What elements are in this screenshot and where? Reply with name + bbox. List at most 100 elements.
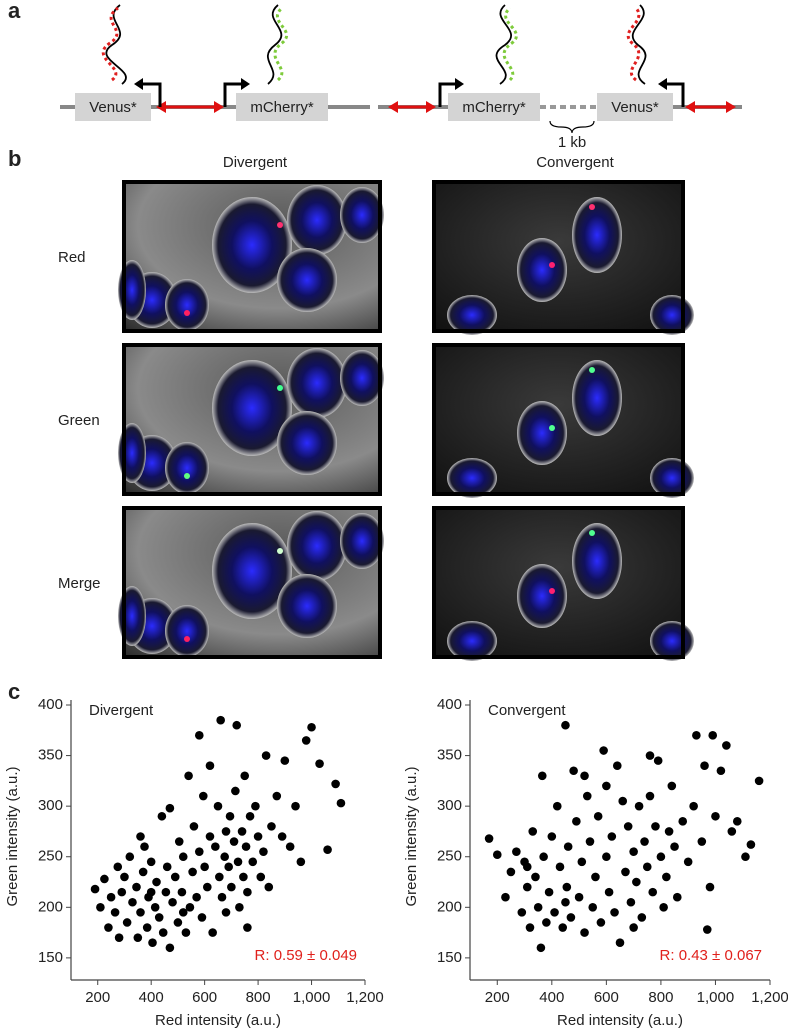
point xyxy=(670,842,679,851)
point xyxy=(221,827,231,836)
x-tick-label: 400 xyxy=(539,989,564,1006)
point xyxy=(120,872,129,882)
point xyxy=(243,887,252,897)
point xyxy=(562,882,572,892)
point xyxy=(659,903,668,912)
point xyxy=(203,882,212,892)
gene-label: Venus* xyxy=(611,99,659,116)
point xyxy=(217,892,227,902)
micrograph xyxy=(432,180,694,335)
point xyxy=(585,837,595,846)
point xyxy=(114,933,124,942)
point xyxy=(552,801,562,811)
point xyxy=(618,796,628,806)
point xyxy=(177,887,187,897)
cell xyxy=(517,238,567,302)
cell xyxy=(165,605,209,657)
point xyxy=(231,786,240,796)
point xyxy=(158,928,168,937)
point xyxy=(637,913,647,922)
point xyxy=(307,722,316,732)
point xyxy=(106,892,116,902)
micrographs xyxy=(118,180,694,661)
spot xyxy=(277,222,283,228)
spot xyxy=(589,530,595,536)
cell xyxy=(340,513,384,569)
point xyxy=(232,720,242,730)
point xyxy=(188,867,197,877)
point xyxy=(181,928,191,937)
y-tick-label: 300 xyxy=(437,797,462,814)
point xyxy=(227,882,236,892)
point xyxy=(184,771,193,781)
row-label: Red xyxy=(58,249,86,266)
point xyxy=(277,832,287,841)
point xyxy=(632,877,641,887)
spot xyxy=(589,367,595,373)
point xyxy=(253,832,263,841)
point xyxy=(148,938,157,948)
point xyxy=(110,908,120,917)
point xyxy=(651,822,660,831)
point xyxy=(267,822,276,831)
point xyxy=(146,857,156,867)
point xyxy=(113,862,123,872)
point xyxy=(291,801,300,811)
x-tick-label: 1,000 xyxy=(293,989,331,1006)
point xyxy=(133,933,143,942)
point xyxy=(192,892,201,902)
point xyxy=(173,918,183,927)
point xyxy=(189,822,199,831)
cell xyxy=(340,350,384,406)
x-tick-label: 1,200 xyxy=(346,989,384,1006)
panel-label: b xyxy=(8,146,21,171)
cell xyxy=(340,187,384,243)
point xyxy=(225,811,235,821)
cell xyxy=(447,458,497,498)
point xyxy=(261,751,271,760)
point xyxy=(323,845,332,854)
point xyxy=(528,827,538,836)
image-frame xyxy=(432,180,685,333)
image-frame xyxy=(122,180,382,333)
x-tick-label: 200 xyxy=(85,989,110,1006)
point xyxy=(588,903,598,912)
y-axis-label: Green intensity (a.u.) xyxy=(403,766,420,906)
point xyxy=(117,887,127,897)
cell xyxy=(212,360,292,456)
point xyxy=(574,892,584,902)
point xyxy=(315,759,324,768)
point xyxy=(572,817,581,826)
point xyxy=(243,923,252,932)
point xyxy=(96,903,105,912)
point xyxy=(241,842,251,851)
y-tick-label: 400 xyxy=(38,696,63,713)
point xyxy=(648,887,658,897)
cell xyxy=(277,411,337,475)
point xyxy=(561,720,570,730)
point xyxy=(550,908,559,917)
point xyxy=(248,857,258,867)
point xyxy=(580,771,589,781)
point xyxy=(536,943,546,953)
point xyxy=(689,801,698,811)
point xyxy=(245,811,255,821)
y-tick-label: 300 xyxy=(38,797,63,814)
point xyxy=(122,918,132,927)
point xyxy=(161,887,171,897)
x-tick-label: 800 xyxy=(246,989,271,1006)
point xyxy=(251,801,260,811)
x-axis-label: Red intensity (a.u.) xyxy=(557,1012,683,1029)
point xyxy=(205,832,215,841)
point xyxy=(224,862,233,872)
point xyxy=(484,834,494,843)
y-axis-label: Green intensity (a.u.) xyxy=(4,766,21,906)
point xyxy=(152,877,161,887)
chart-title: Divergent xyxy=(89,702,154,719)
cell xyxy=(572,197,622,273)
row-label: Merge xyxy=(58,575,101,592)
row-label: Green xyxy=(58,412,100,429)
point xyxy=(239,872,248,882)
point xyxy=(165,943,175,953)
spot xyxy=(589,204,595,210)
